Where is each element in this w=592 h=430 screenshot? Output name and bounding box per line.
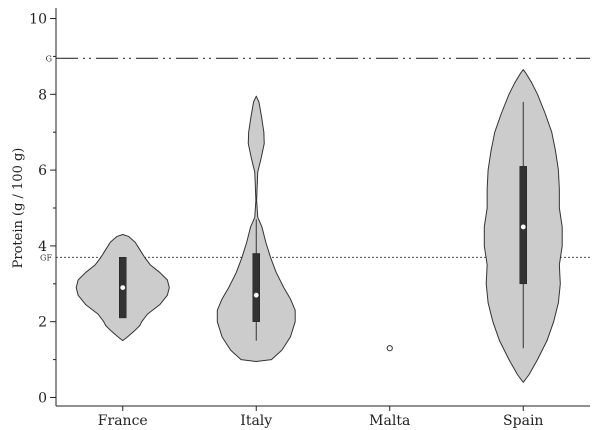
y-tick-label: 2 [38, 315, 47, 331]
iqr-box [252, 253, 260, 322]
violins-layer [75, 69, 563, 383]
y-axis-title: Protein (g / 100 g) [11, 148, 26, 269]
y-axis-ticks: 0 2 4 6 8 10 [29, 12, 56, 407]
x-axis-ticks: France Italy Malta Spain [98, 406, 543, 429]
x-tick-label: France [98, 413, 148, 429]
median-point [520, 224, 526, 230]
y-tick-label: 6 [38, 163, 47, 179]
median-point [120, 285, 126, 290]
y-tick-label: 8 [38, 87, 47, 103]
y-tick-label: 4 [38, 239, 47, 255]
median-point [253, 292, 259, 298]
reference-line-label: G [46, 54, 52, 63]
reference-line-label: GF [40, 253, 52, 262]
y-tick-label: 10 [29, 12, 47, 28]
x-tick-label: Italy [240, 413, 272, 429]
x-tick-label: Malta [369, 413, 410, 429]
y-tick-label: 0 [38, 391, 47, 407]
outlier-point [386, 345, 393, 352]
axes: 0 2 4 6 8 10 France Italy Malta Spain [29, 8, 590, 429]
x-tick-label: Spain [503, 413, 543, 429]
